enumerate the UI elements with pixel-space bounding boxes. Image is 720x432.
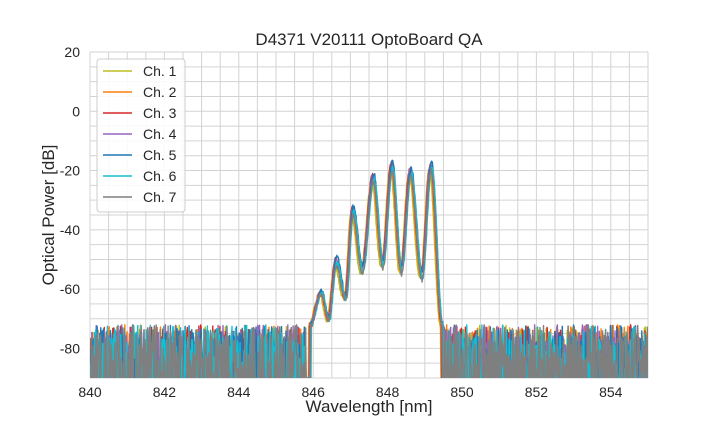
x-tick-label: 842	[153, 384, 177, 400]
y-tick-label: -40	[60, 222, 80, 238]
legend-box	[96, 58, 186, 213]
y-tick-label: -80	[60, 340, 80, 356]
x-axis-label: Wavelength [nm]	[306, 397, 433, 416]
legend-label: Ch. 2	[143, 84, 177, 100]
legend-label: Ch. 4	[143, 126, 177, 142]
x-tick-label: 850	[450, 384, 474, 400]
chart-title: D4371 V20111 OptoBoard QA	[255, 30, 483, 49]
legend-label: Ch. 3	[143, 105, 177, 121]
x-tick-label: 844	[227, 384, 251, 400]
x-axis: 840 842 844 846 848 850 852 854	[78, 384, 622, 400]
legend-label: Ch. 1	[143, 63, 177, 79]
legend: Ch. 1 Ch. 2 Ch. 3 Ch. 4 Ch. 5 Ch. 6 Ch. 7	[96, 58, 186, 213]
series-lines	[90, 159, 648, 378]
x-tick-label: 840	[78, 384, 102, 400]
y-axis-label: Optical Power [dB]	[39, 145, 58, 286]
legend-label: Ch. 7	[143, 189, 177, 205]
x-tick-label: 852	[525, 384, 549, 400]
legend-label: Ch. 6	[143, 168, 177, 184]
x-tick-label: 846	[302, 384, 326, 400]
series-line-ch-7	[90, 168, 648, 378]
y-tick-label: 0	[72, 103, 80, 119]
y-tick-label: -60	[60, 281, 80, 297]
x-tick-label: 854	[599, 384, 623, 400]
x-tick-label: 848	[376, 384, 400, 400]
y-tick-label: -20	[60, 163, 80, 179]
y-tick-label: 20	[64, 44, 80, 60]
y-axis: 20 0 -20 -40 -60 -80	[60, 44, 80, 356]
legend-label: Ch. 5	[143, 147, 177, 163]
